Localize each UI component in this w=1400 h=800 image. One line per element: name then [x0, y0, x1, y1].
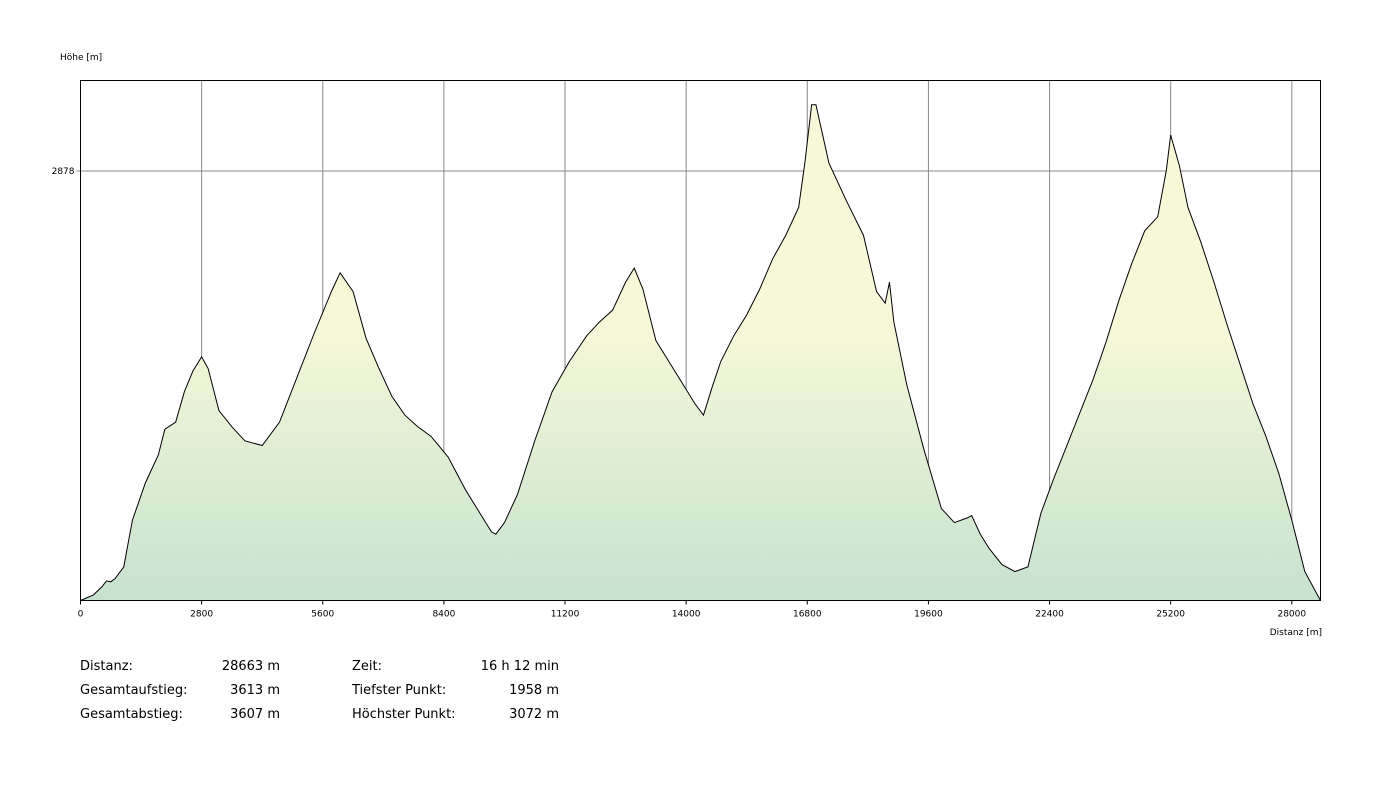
- distance-label: Distanz:: [80, 659, 133, 674]
- time-label: Zeit:: [352, 659, 382, 674]
- lowest-point-label: Tiefster Punkt:: [352, 683, 447, 698]
- x-tick-label: 14000: [672, 610, 701, 620]
- highest-point-value: 3072 m: [509, 707, 559, 722]
- x-tick-label: 8400: [432, 610, 455, 620]
- x-tick-label: 22400: [1035, 610, 1064, 620]
- ascent-value: 3613 m: [230, 683, 280, 698]
- x-tick-label: 5600: [311, 610, 334, 620]
- x-tick-label: 0: [78, 610, 84, 620]
- x-tick-label: 28000: [1277, 610, 1306, 620]
- descent-value: 3607 m: [230, 707, 280, 722]
- x-tick-label: 25200: [1156, 610, 1185, 620]
- ascent-label: Gesamtaufstieg:: [80, 683, 188, 698]
- lowest-point-value: 1958 m: [509, 683, 559, 698]
- y-axis-label: Höhe [m]: [60, 53, 102, 63]
- x-tick-label: 2800: [190, 610, 213, 620]
- elevation-line: [80, 104, 1321, 601]
- y-tick-labels: 2878: [52, 167, 75, 177]
- plot-frame: [80, 80, 1321, 601]
- descent-label: Gesamtabstieg:: [80, 707, 183, 722]
- x-tick-label: 19600: [914, 610, 943, 620]
- distance-value: 28663 m: [221, 659, 280, 674]
- x-tick-labels: 0 2800 5600 8400 11200 14000 16800 19600 22400 25…: [78, 600, 1306, 620]
- time-value: 16 h 12 min: [480, 659, 559, 674]
- elevation-area: [80, 104, 1321, 601]
- x-tick-label: 11200: [551, 610, 580, 620]
- x-axis-label: Distanz [m]: [1270, 628, 1322, 638]
- elevation-chart: Höhe [m] Distanz [m] 0 2800 5600 8400 11200 1…: [52, 53, 1322, 638]
- y-tick-label: 2878: [52, 167, 75, 177]
- x-tick-label: 16800: [793, 610, 822, 620]
- highest-point-label: Höchster Punkt:: [352, 707, 456, 722]
